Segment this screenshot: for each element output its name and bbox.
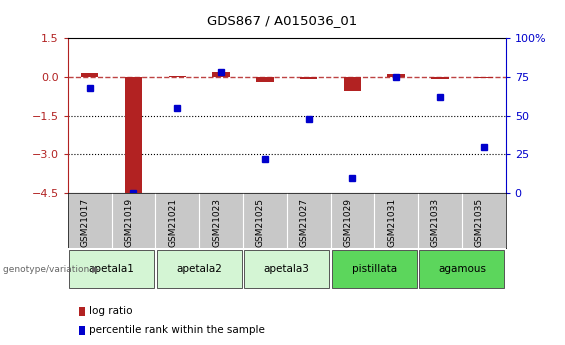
Text: agamous: agamous [438, 264, 486, 274]
Bar [475, 77, 493, 78]
Bar [125, 77, 142, 193]
Text: genotype/variation ▶: genotype/variation ▶ [3, 265, 99, 274]
Bar [300, 77, 318, 79]
Bar [244, 250, 329, 288]
Bar [168, 76, 186, 77]
Bar [212, 71, 230, 77]
Text: GSM21023: GSM21023 [212, 198, 221, 247]
Text: GSM21021: GSM21021 [168, 198, 177, 247]
Text: GSM21025: GSM21025 [256, 198, 265, 247]
Bar [256, 77, 273, 82]
Bar [431, 77, 449, 79]
Bar [81, 73, 98, 77]
Text: log ratio: log ratio [89, 306, 133, 316]
Bar [419, 250, 505, 288]
Bar [69, 250, 154, 288]
Bar [332, 250, 417, 288]
Text: GDS867 / A015036_01: GDS867 / A015036_01 [207, 14, 358, 27]
Text: apetala2: apetala2 [176, 264, 222, 274]
Text: GSM21033: GSM21033 [431, 198, 440, 247]
Text: apetala1: apetala1 [89, 264, 134, 274]
Text: GSM21029: GSM21029 [344, 198, 353, 247]
Text: percentile rank within the sample: percentile rank within the sample [89, 325, 265, 335]
Text: apetala3: apetala3 [264, 264, 310, 274]
Bar [157, 250, 242, 288]
Bar [388, 73, 405, 77]
Text: GSM21019: GSM21019 [124, 198, 133, 247]
Text: GSM21017: GSM21017 [81, 198, 90, 247]
Text: GSM21031: GSM21031 [387, 198, 396, 247]
Text: pistillata: pistillata [352, 264, 397, 274]
Bar [344, 77, 361, 91]
Text: GSM21027: GSM21027 [299, 198, 308, 247]
Text: GSM21035: GSM21035 [475, 198, 484, 247]
